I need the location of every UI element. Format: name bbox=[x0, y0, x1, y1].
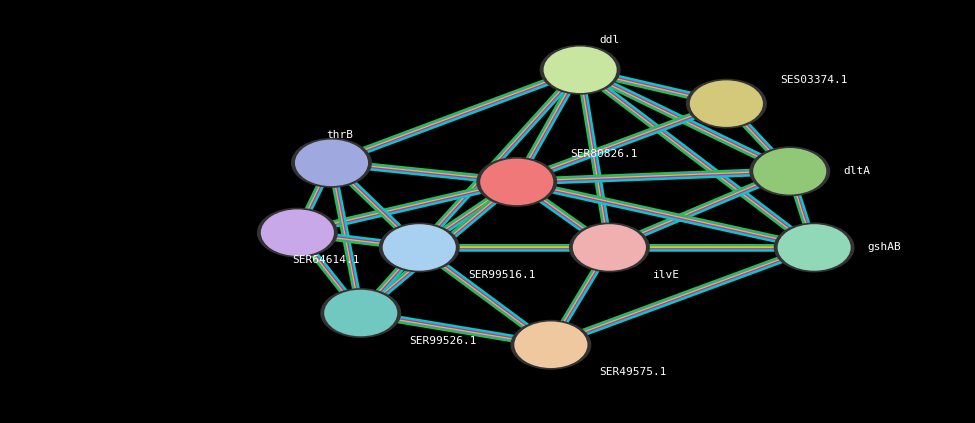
Ellipse shape bbox=[382, 224, 456, 271]
Ellipse shape bbox=[294, 140, 369, 186]
Ellipse shape bbox=[511, 320, 591, 370]
Text: SES03374.1: SES03374.1 bbox=[780, 75, 847, 85]
Text: SER80826.1: SER80826.1 bbox=[570, 149, 638, 159]
Ellipse shape bbox=[378, 222, 460, 272]
Ellipse shape bbox=[686, 79, 766, 129]
Ellipse shape bbox=[690, 80, 762, 127]
Text: SER99526.1: SER99526.1 bbox=[410, 335, 477, 346]
Ellipse shape bbox=[477, 157, 558, 207]
Text: ddl: ddl bbox=[600, 35, 620, 45]
Text: SER49575.1: SER49575.1 bbox=[600, 367, 667, 377]
Ellipse shape bbox=[540, 45, 620, 95]
Ellipse shape bbox=[750, 146, 830, 196]
Text: thrB: thrB bbox=[327, 130, 354, 140]
Ellipse shape bbox=[515, 321, 587, 368]
Ellipse shape bbox=[480, 159, 554, 205]
Text: ilvE: ilvE bbox=[653, 270, 681, 280]
Ellipse shape bbox=[257, 208, 337, 258]
Ellipse shape bbox=[774, 222, 854, 272]
Ellipse shape bbox=[753, 148, 827, 195]
Text: SER64614.1: SER64614.1 bbox=[292, 255, 360, 265]
Text: SER99516.1: SER99516.1 bbox=[468, 270, 535, 280]
Ellipse shape bbox=[320, 288, 402, 338]
Text: dltA: dltA bbox=[843, 166, 871, 176]
Ellipse shape bbox=[569, 222, 649, 272]
Ellipse shape bbox=[261, 209, 333, 256]
Ellipse shape bbox=[778, 224, 850, 271]
Ellipse shape bbox=[292, 138, 371, 188]
Ellipse shape bbox=[324, 290, 398, 336]
Text: gshAB: gshAB bbox=[868, 242, 902, 253]
Ellipse shape bbox=[544, 47, 616, 93]
Ellipse shape bbox=[573, 224, 645, 271]
